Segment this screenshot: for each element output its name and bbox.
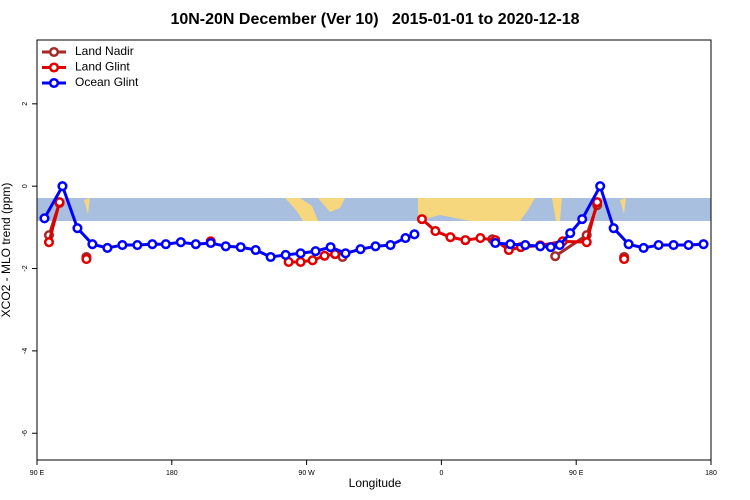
- point: [190, 239, 201, 250]
- point: [608, 223, 619, 234]
- y-axis-label: XCO2 - MLO trend (ppm): [0, 183, 13, 318]
- point: [72, 223, 83, 234]
- point: [307, 255, 318, 266]
- point: [39, 213, 50, 224]
- point: [265, 251, 276, 263]
- y-tick-label: 2: [22, 102, 29, 106]
- y-tick-label: -6: [22, 430, 29, 436]
- point: [132, 240, 143, 251]
- point: [280, 249, 291, 260]
- point: [445, 232, 456, 243]
- y-tick-label: -2: [22, 265, 29, 271]
- map-band: [37, 198, 711, 221]
- point: [57, 181, 68, 192]
- point: [430, 226, 441, 237]
- point: [295, 256, 306, 267]
- point: [416, 214, 427, 225]
- legend-label: Land Glint: [75, 60, 130, 74]
- point: [117, 240, 128, 251]
- x-axis-label: Longitude: [349, 476, 402, 490]
- point: [653, 240, 664, 251]
- x-tick-label: 0: [439, 470, 443, 477]
- point: [550, 251, 561, 262]
- point: [565, 228, 576, 239]
- x-tick-label: 90 W: [298, 470, 315, 477]
- point: [619, 254, 630, 265]
- point: [490, 237, 501, 249]
- point: [385, 240, 396, 251]
- point: [340, 248, 351, 259]
- legend-marker: [48, 62, 60, 73]
- point: [54, 197, 65, 208]
- point: [698, 239, 709, 250]
- point: [545, 242, 556, 253]
- y-tick-label: 0: [22, 184, 29, 188]
- point: [319, 250, 330, 261]
- point: [220, 241, 231, 252]
- point: [147, 239, 158, 250]
- point: [81, 254, 92, 265]
- point: [355, 244, 366, 255]
- point: [475, 233, 486, 244]
- point: [175, 237, 186, 248]
- point: [43, 237, 55, 248]
- point: [460, 235, 471, 246]
- point: [577, 214, 588, 225]
- legend-label: Ocean Glint: [75, 75, 139, 89]
- point: [160, 239, 171, 250]
- legend-marker: [48, 46, 60, 58]
- point: [87, 239, 98, 250]
- point: [102, 242, 113, 253]
- point: [235, 242, 246, 253]
- point: [592, 197, 603, 208]
- point: [400, 233, 411, 244]
- x-tick-label: 90 E: [30, 470, 45, 477]
- point: [623, 239, 634, 250]
- point: [683, 240, 694, 251]
- legend-marker: [48, 77, 60, 89]
- point: [310, 246, 321, 257]
- point: [505, 239, 516, 250]
- point: [409, 229, 420, 240]
- point: [668, 240, 679, 251]
- chart-title: 10N-20N December (Ver 10) 2015-01-01 to …: [170, 11, 579, 28]
- point: [581, 237, 592, 248]
- plot-frame: [36, 39, 712, 461]
- point: [370, 241, 381, 252]
- x-tick-label: 90 E: [569, 470, 584, 477]
- point: [554, 240, 565, 251]
- point: [535, 241, 546, 252]
- x-tick-label: 180: [166, 470, 178, 477]
- x-tick-label: 180: [705, 470, 717, 477]
- point: [595, 181, 606, 192]
- point: [325, 242, 336, 253]
- point: [250, 244, 261, 256]
- y-tick-label: -4: [22, 348, 29, 354]
- point: [520, 240, 531, 251]
- point: [205, 237, 216, 249]
- point: [295, 248, 306, 259]
- legend-label: Land Nadir: [75, 44, 134, 58]
- point: [638, 242, 649, 253]
